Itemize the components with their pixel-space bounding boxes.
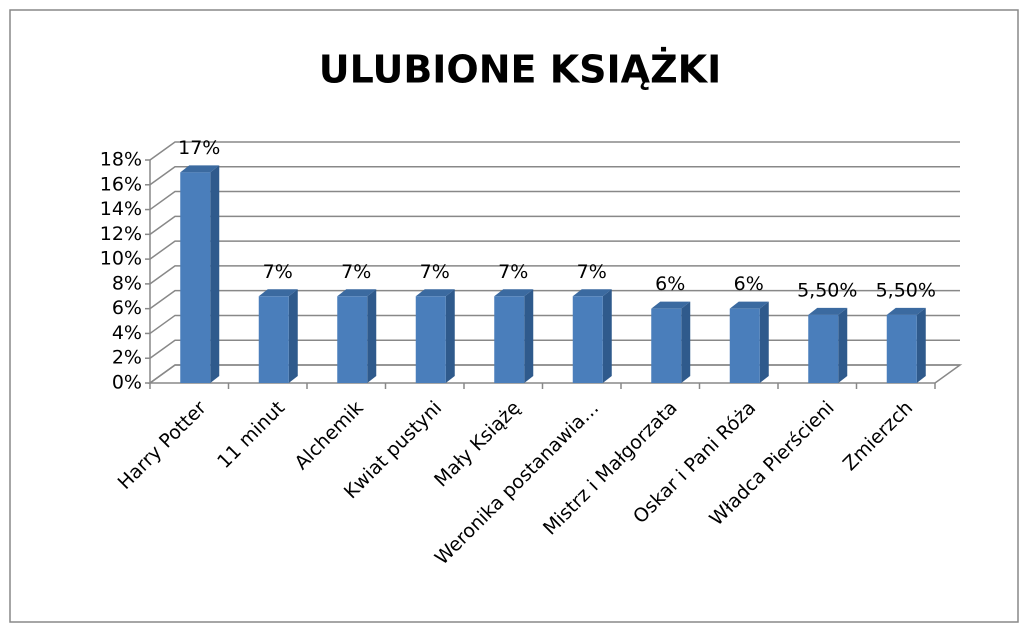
bar-top: [494, 289, 534, 297]
grid-line: [149, 289, 960, 310]
y-tick-label: 8%: [112, 272, 142, 294]
data-label: 5,50%: [876, 279, 936, 301]
grid-line: [149, 166, 960, 186]
bar-top: [808, 307, 848, 315]
data-label: 5,50%: [797, 279, 857, 301]
bar: [651, 308, 682, 383]
bar-top: [337, 289, 377, 297]
y-tick-label: 2%: [112, 347, 142, 369]
bar-top: [415, 289, 455, 297]
grid-line: [149, 314, 960, 335]
bar-side: [288, 289, 298, 383]
grid-line: [149, 339, 960, 359]
bar-top: [886, 307, 926, 315]
bar-side: [602, 289, 612, 383]
bar-side: [210, 165, 220, 383]
grid-line: [149, 240, 960, 260]
grid-line: [149, 190, 960, 211]
bar-top: [572, 289, 612, 297]
data-label: 17%: [178, 137, 220, 159]
data-label: 7%: [577, 261, 607, 283]
bar: [415, 296, 446, 383]
bar: [258, 296, 289, 383]
grid-line: [149, 215, 960, 235]
bar-side: [916, 307, 926, 383]
bar-side: [838, 307, 848, 383]
y-tick-label: 0%: [112, 372, 142, 394]
data-label: 7%: [420, 261, 450, 283]
y-tick-label: 4%: [112, 322, 142, 344]
bar-side: [681, 301, 691, 383]
bar-side: [524, 289, 534, 383]
data-label: 6%: [655, 273, 685, 295]
bar-top: [258, 289, 298, 297]
bar: [494, 296, 525, 383]
y-tick-label: 12%: [100, 223, 142, 245]
y-tick-label: 16%: [100, 173, 142, 195]
grid-line: [149, 265, 960, 285]
bar-side: [759, 301, 769, 383]
data-label: 7%: [341, 261, 371, 283]
y-tick-label: 10%: [100, 248, 142, 270]
bar: [572, 296, 603, 383]
data-label: 7%: [263, 261, 293, 283]
chart-title: ULUBIONE KSIĄŻKI: [319, 48, 721, 92]
y-tick-label: 18%: [100, 149, 142, 171]
grid-line: [149, 141, 960, 161]
bar-top: [729, 301, 769, 309]
bar-side: [445, 289, 455, 383]
bar: [808, 314, 839, 383]
bar: [180, 172, 211, 383]
bar-top: [180, 165, 220, 173]
data-label: 7%: [498, 261, 528, 283]
data-label: 6%: [734, 273, 764, 295]
bar: [337, 296, 368, 383]
bar: [886, 314, 917, 383]
bar: [729, 308, 760, 383]
bar-side: [367, 289, 377, 383]
bar-top: [651, 301, 691, 309]
grid-line: [149, 364, 960, 384]
y-tick-label: 6%: [112, 297, 142, 319]
y-tick-label: 14%: [100, 198, 142, 220]
